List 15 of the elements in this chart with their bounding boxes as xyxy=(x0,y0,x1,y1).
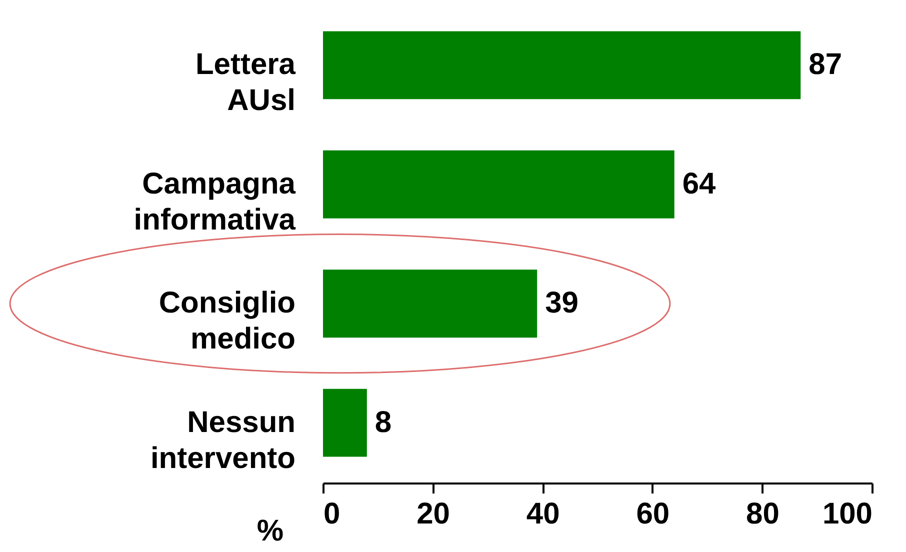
y-tick-label: Consiglio medico xyxy=(158,286,296,356)
x-tick-label: 80 xyxy=(746,498,780,530)
data-label: 8 xyxy=(374,406,392,439)
y-tick-label: Nessun intervento xyxy=(150,406,296,475)
data-label: 64 xyxy=(682,167,716,200)
x-tick-label: 40 xyxy=(526,498,560,530)
x-tick-label: 60 xyxy=(636,498,670,530)
y-tick-label: Lettera AUsl xyxy=(195,48,296,118)
y-tick-label: Campagna informativa xyxy=(134,167,296,236)
data-label: 39 xyxy=(545,286,578,320)
x-axis-title: % xyxy=(256,514,284,548)
x-tick-label: 100 xyxy=(822,498,872,530)
x-tick-label: 20 xyxy=(416,498,450,530)
x-tick-label: 0 xyxy=(324,498,340,530)
data-label: 87 xyxy=(808,48,842,82)
